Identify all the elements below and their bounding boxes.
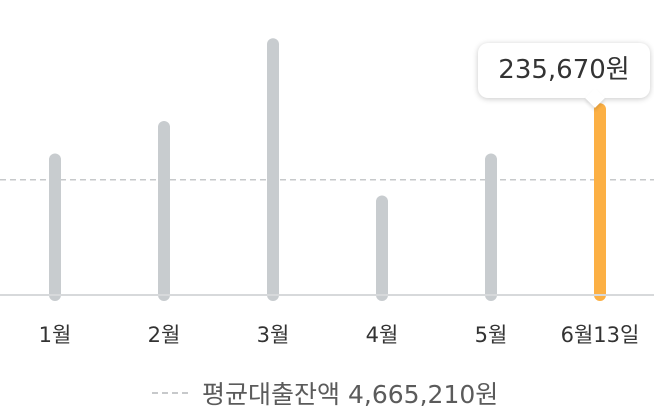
dashed-line-legend-icon <box>152 392 188 394</box>
x-tick-label-4: 4월 <box>366 323 399 347</box>
bar-6[interactable] <box>594 103 606 301</box>
bar-3[interactable] <box>267 38 279 302</box>
x-tick-label-3: 3월 <box>257 323 290 347</box>
average-legend-label: 평균대출잔액 <box>202 380 341 409</box>
bar-5[interactable] <box>485 153 497 301</box>
bar-4[interactable] <box>376 195 388 301</box>
average-legend: 평균대출잔액 4,665,210원 <box>152 373 498 413</box>
average-legend-value: 4,665,210원 <box>348 380 499 409</box>
x-tick-label-6: 6월13일 <box>561 323 640 347</box>
x-tick-label-1: 1월 <box>39 323 72 347</box>
bar-2[interactable] <box>158 121 170 301</box>
bars-group <box>49 38 606 302</box>
highlight-value-tooltip: 235,670원 <box>478 43 650 98</box>
x-tick-label-5: 5월 <box>475 323 508 347</box>
bar-1[interactable] <box>49 153 61 301</box>
x-tick-label-2: 2월 <box>148 323 181 347</box>
x-tick-labels: 1월 2월 3월 4월 5월 6월13일 <box>39 323 640 347</box>
